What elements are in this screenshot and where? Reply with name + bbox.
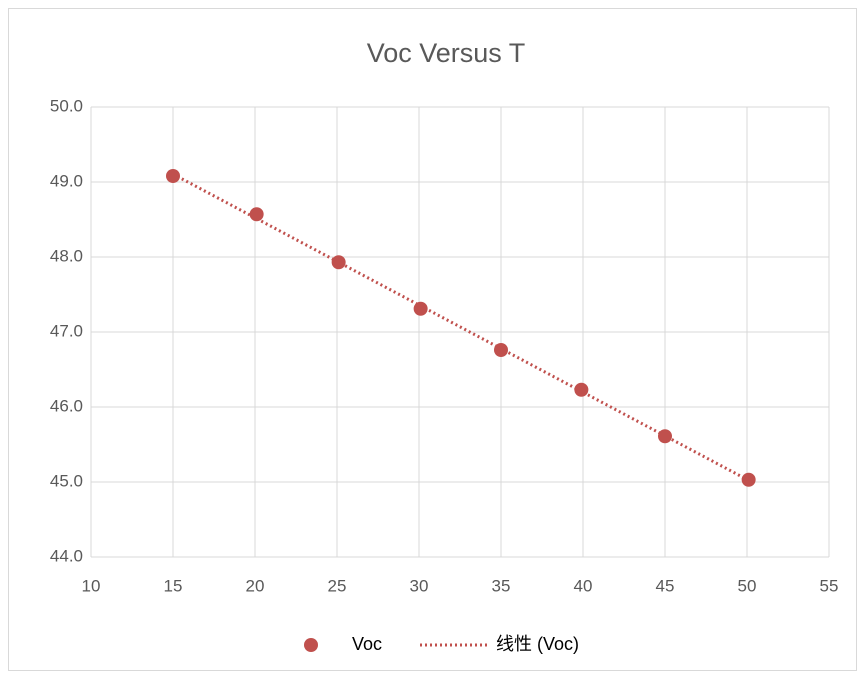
chart-border xyxy=(8,8,857,671)
x-tick-label: 15 xyxy=(164,576,183,595)
x-tick-label: 20 xyxy=(246,576,265,595)
y-tick-label: 44.0 xyxy=(50,546,83,565)
chart-title: Voc Versus T xyxy=(367,38,526,68)
y-tick-label: 49.0 xyxy=(50,171,83,190)
legend-label: Voc xyxy=(352,634,382,654)
legend-marker xyxy=(304,638,318,652)
x-tick-label: 10 xyxy=(82,576,101,595)
x-tick-label: 25 xyxy=(328,576,347,595)
point xyxy=(741,472,756,487)
point xyxy=(574,382,589,397)
y-tick-label: 46.0 xyxy=(50,396,83,415)
x-tick-label: 55 xyxy=(820,576,839,595)
x-tick-label: 40 xyxy=(574,576,593,595)
point xyxy=(658,429,672,444)
point xyxy=(413,301,428,316)
point xyxy=(494,343,508,357)
y-tick-label: 48.0 xyxy=(50,246,83,265)
point xyxy=(249,207,264,222)
y-tick-label: 50.0 xyxy=(50,96,83,115)
x-tick-label: 35 xyxy=(492,576,511,595)
point xyxy=(166,169,180,183)
y-tick-label: 47.0 xyxy=(50,321,83,340)
x-tick-label: 30 xyxy=(410,576,429,595)
x-tick-label: 50 xyxy=(738,576,757,595)
trendline xyxy=(172,172,750,482)
legend-label: 线性 (Voc) xyxy=(496,634,579,654)
x-tick-label: 45 xyxy=(656,576,675,595)
point xyxy=(331,255,346,270)
y-tick-label: 45.0 xyxy=(50,471,83,490)
